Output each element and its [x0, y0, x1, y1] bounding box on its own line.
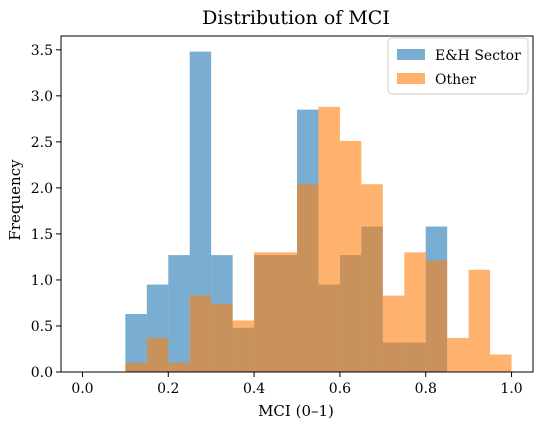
bar-series1-bin15 — [447, 337, 469, 372]
x-tick-label: 0.2 — [157, 381, 179, 397]
bar-series1-bin5 — [232, 320, 255, 372]
y-tick-label: 1.0 — [31, 273, 53, 289]
axes-layer: 0.0 0.2 0.4 0.6 0.8 1.0 0.0 0.5 1.0 1.5 2.0 2.5 3.0 3… — [31, 35, 534, 397]
legend-swatch — [397, 49, 425, 60]
chart-title: Distribution of MCI — [202, 7, 390, 29]
bar-series1-bin13 — [404, 252, 426, 372]
bar-series1-bin12 — [382, 295, 405, 372]
legend-swatch — [397, 73, 425, 84]
y-tick-label: 3.5 — [31, 43, 53, 59]
bar-series1-bin10 — [339, 140, 362, 372]
x-axis-label: MCI (0–1) — [258, 402, 334, 420]
bar-series1-bin7 — [275, 252, 297, 372]
bar-series1-bin2 — [168, 362, 190, 372]
y-tick-label: 1.5 — [31, 227, 53, 243]
bar-series1-bin16 — [468, 269, 491, 372]
bar-series1-bin17 — [490, 354, 512, 372]
bar-series1-bin1 — [146, 337, 169, 372]
x-tick-label: 0.8 — [415, 381, 437, 397]
x-tick-label: 1.0 — [500, 381, 522, 397]
bar-series1-bin8 — [297, 184, 319, 372]
bar-series1-bin6 — [254, 252, 276, 372]
y-tick-label: 2.0 — [31, 181, 53, 197]
bar-series1-bin4 — [211, 303, 233, 372]
bar-series1-bin3 — [189, 295, 212, 372]
bar-series0-bin3 — [189, 51, 212, 372]
bar-series1-bin14 — [425, 260, 448, 372]
bars-layer — [125, 51, 512, 373]
legend: E&H Sector Other — [387, 37, 529, 95]
legend-label: E&H Sector — [435, 48, 521, 64]
bar-series0-bin0 — [125, 314, 147, 372]
y-tick-label: 0.0 — [31, 365, 53, 381]
x-tick-label: 0.0 — [71, 381, 93, 397]
bar-series1-bin0 — [125, 362, 147, 372]
x-tick-label: 0.4 — [243, 381, 265, 397]
bar-series1-bin9 — [318, 106, 340, 372]
x-tick-label: 0.6 — [329, 381, 351, 397]
bar-series1-bin11 — [361, 184, 383, 372]
plot-frame — [60, 35, 534, 373]
legend-label: Other — [435, 72, 476, 88]
y-tick-label: 2.5 — [31, 135, 53, 151]
y-tick-label: 3.0 — [31, 89, 53, 105]
bar-series0-bin2 — [168, 255, 190, 372]
y-tick-label: 0.5 — [31, 319, 53, 335]
y-axis-label: Frequency — [6, 159, 24, 241]
